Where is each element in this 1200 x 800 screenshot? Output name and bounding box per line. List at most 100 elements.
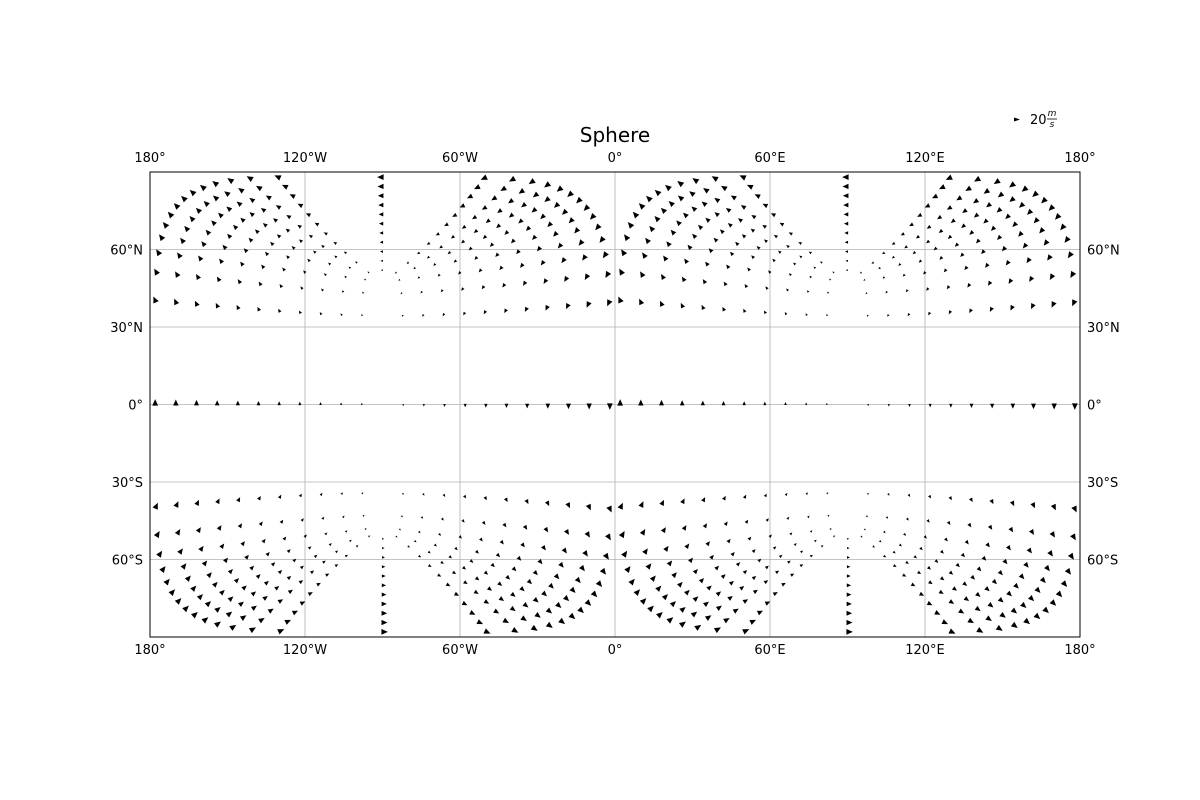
vector-arrow — [469, 559, 474, 563]
vector-arrow — [1029, 275, 1035, 282]
vector-arrow — [461, 600, 468, 606]
vector-arrow — [528, 178, 536, 185]
vector-arrow — [705, 217, 711, 223]
vector-arrow — [948, 628, 956, 634]
vector-arrow — [461, 224, 467, 229]
vector-arrow — [963, 596, 970, 602]
vector-arrow — [541, 590, 547, 597]
vector-arrow — [786, 516, 790, 520]
vector-arrow — [1042, 606, 1049, 614]
vector-arrow — [553, 230, 559, 237]
vector-arrow — [257, 495, 261, 501]
vector-arrow — [973, 198, 980, 204]
vector-arrow — [1009, 500, 1015, 507]
vector-arrow — [763, 310, 767, 315]
vector-arrow — [156, 249, 163, 257]
vector-arrow — [659, 399, 664, 406]
vector-arrow — [548, 582, 554, 589]
vector-arrow — [722, 306, 727, 312]
vector-arrow — [917, 212, 923, 217]
vector-arrow — [249, 565, 255, 571]
vector-arrow — [240, 541, 245, 547]
vector-arrow — [291, 610, 299, 616]
vector-arrow — [908, 404, 911, 407]
vector-arrow — [520, 262, 525, 268]
vector-arrow — [726, 264, 731, 270]
vector-arrow — [586, 403, 592, 410]
vector-arrow — [158, 234, 166, 242]
vector-arrow — [967, 522, 972, 528]
vector-arrow — [727, 222, 733, 228]
vector-arrow — [618, 531, 625, 539]
vector-arrow — [765, 286, 769, 290]
vector-arrow — [361, 492, 364, 495]
vector-arrow — [997, 191, 1005, 198]
vector-arrow — [348, 266, 352, 270]
vector-arrow — [656, 611, 663, 619]
vector-arrow — [235, 400, 240, 406]
vector-arrow — [277, 599, 284, 604]
vector-arrow — [1051, 301, 1057, 308]
vector-arrow — [277, 570, 283, 575]
vector-arrow — [530, 624, 538, 631]
vector-arrow — [589, 213, 597, 220]
vector-arrow — [262, 222, 268, 228]
vector-arrow — [809, 530, 813, 533]
vector-arrow — [846, 610, 853, 616]
vector-arrow — [987, 602, 994, 608]
vector-arrow — [659, 499, 664, 506]
vector-arrow — [945, 174, 953, 180]
vector-arrow — [788, 232, 793, 236]
vector-arrow — [666, 241, 672, 248]
vector-arrow — [511, 566, 517, 572]
vector-arrow — [639, 298, 645, 306]
vector-arrow — [1023, 617, 1031, 625]
vector-arrow — [182, 605, 189, 613]
vector-arrow — [233, 224, 239, 231]
vector-arrow — [749, 619, 757, 625]
vector-arrow — [427, 564, 432, 568]
vector-arrow — [743, 308, 747, 313]
vector-arrow — [902, 573, 907, 577]
vector-arrow — [216, 276, 222, 283]
vector-arrow — [928, 580, 933, 585]
vector-arrow — [1032, 190, 1039, 198]
vector-arrow — [328, 543, 332, 547]
vector-arrow — [805, 492, 808, 495]
vector-arrow — [751, 575, 757, 581]
vector-arrow — [407, 545, 411, 548]
vector-arrow — [793, 543, 797, 547]
vector-arrow — [473, 228, 479, 234]
vector-arrow — [969, 230, 975, 235]
vector-arrow — [286, 575, 292, 581]
vector-arrow — [298, 580, 304, 585]
vector-arrow — [805, 402, 808, 405]
vector-arrow — [505, 574, 511, 580]
vector-arrow — [784, 402, 787, 405]
vector-arrow — [976, 627, 984, 633]
y-tick-label-left: 30°N — [110, 321, 143, 336]
vector-arrow — [703, 187, 710, 194]
vector-arrow — [987, 524, 993, 530]
vector-arrow — [814, 539, 817, 543]
vector-arrow — [473, 184, 481, 190]
vector-arrow — [627, 221, 635, 229]
vector-arrow — [377, 183, 384, 190]
vector-arrow — [413, 539, 417, 543]
vector-arrow — [328, 262, 332, 266]
vector-arrow — [298, 310, 302, 315]
vector-arrow — [1047, 254, 1053, 261]
vector-arrow — [1055, 590, 1063, 598]
vector-arrow — [997, 234, 1003, 241]
vector-arrow — [684, 258, 690, 265]
vector-arrow — [617, 502, 623, 510]
vector-arrow — [194, 399, 199, 406]
vector-arrow — [381, 628, 388, 635]
vector-arrow — [473, 589, 479, 595]
vector-arrow — [355, 545, 359, 548]
vector-arrow — [974, 605, 981, 612]
vector-arrow — [981, 555, 987, 561]
vector-arrow — [967, 617, 974, 624]
vector-arrow — [1050, 503, 1056, 511]
vector-arrow — [763, 493, 767, 498]
